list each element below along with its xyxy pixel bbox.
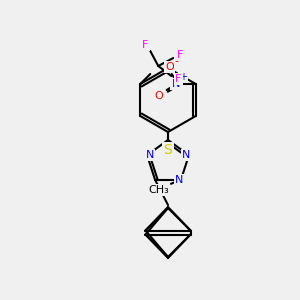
Text: CH₃: CH₃: [148, 185, 169, 195]
Text: F: F: [175, 74, 182, 84]
Text: N: N: [172, 79, 180, 89]
Text: O: O: [154, 91, 163, 101]
Text: O: O: [165, 62, 174, 72]
Text: N: N: [182, 150, 190, 160]
Text: N: N: [146, 150, 154, 160]
Text: -: -: [175, 56, 179, 66]
Text: N: N: [175, 175, 183, 185]
Text: S: S: [164, 143, 172, 157]
Text: F: F: [177, 50, 184, 60]
Text: +: +: [179, 72, 187, 82]
Text: F: F: [142, 40, 148, 50]
